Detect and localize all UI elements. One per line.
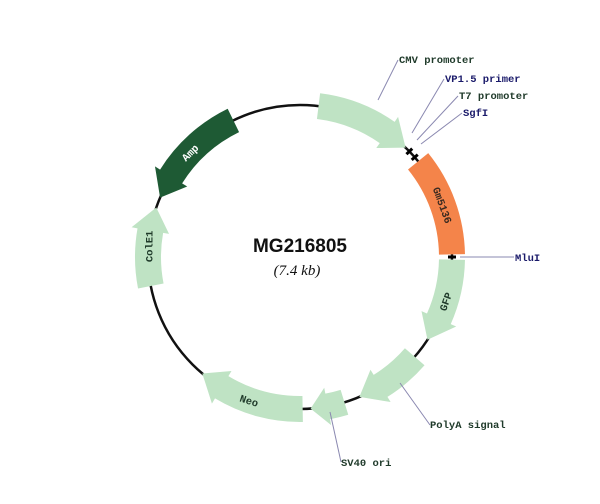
plasmid-name: MG216805	[253, 236, 347, 257]
feature-cmv-promoter[interactable]	[316, 93, 406, 149]
polya-signal-label[interactable]: PolyA signal	[430, 420, 506, 432]
feature-label-cole1: ColE1	[144, 231, 156, 263]
sgfi-site-tick	[410, 153, 419, 162]
t7-promoter-label[interactable]: T7 promoter	[459, 91, 528, 103]
mlui-label[interactable]: MluI	[515, 253, 540, 265]
sgfi-leader-line	[420, 112, 463, 145]
cmv-promoter-leader-line	[377, 59, 399, 101]
t7-promoter-leader-line	[416, 95, 459, 141]
polya-signal-leader-line	[399, 382, 431, 426]
feature-cole1[interactable]	[131, 207, 170, 289]
feature-amp[interactable]	[154, 108, 240, 198]
vp1-5-primer-label[interactable]: VP1.5 primer	[445, 74, 521, 86]
feature-neo[interactable]	[202, 371, 303, 423]
feature-label-neo: Neo	[238, 394, 260, 411]
cmv-promoter-label[interactable]: CMV promoter	[399, 55, 475, 67]
vp1-5-primer-leader-line	[411, 78, 445, 134]
feature-sv40-ori[interactable]	[310, 387, 349, 426]
sv40-ori-label[interactable]: SV40 ori	[341, 458, 391, 470]
vp1-5-primer-site-tick	[405, 147, 414, 156]
feature-gm5136[interactable]	[408, 153, 465, 255]
sgfi-label[interactable]: SgfI	[463, 108, 488, 120]
feature-gfp[interactable]	[421, 259, 465, 340]
plasmid-size: (7.4 kb)	[274, 263, 321, 279]
feature-polya-signal[interactable]	[359, 348, 425, 403]
sv40-ori-leader-line	[329, 411, 342, 463]
